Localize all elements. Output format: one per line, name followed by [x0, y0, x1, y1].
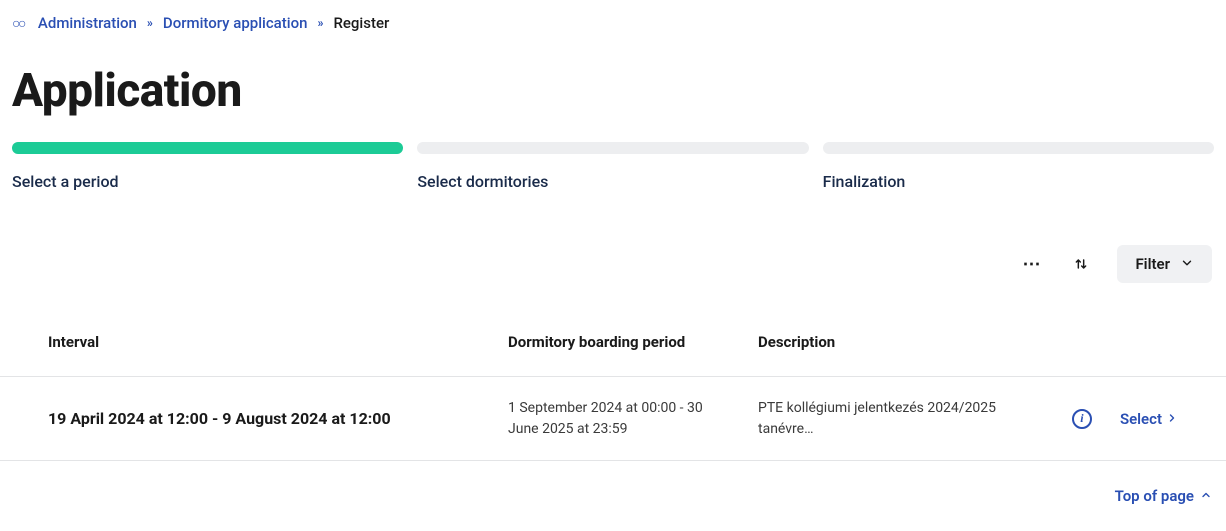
- breadcrumb-link-administration[interactable]: Administration: [38, 14, 137, 32]
- chevron-up-icon: [1200, 487, 1212, 505]
- stepper: Select a period Select dormitories Final…: [0, 142, 1226, 191]
- filter-label: Filter: [1135, 255, 1170, 273]
- cell-boarding-period: 1 September 2024 at 00:00 - 30 June 2025…: [508, 398, 758, 439]
- chevron-down-icon: [1180, 256, 1194, 273]
- step-select-dormitories[interactable]: Select dormitories: [417, 142, 808, 191]
- select-label: Select: [1120, 410, 1162, 428]
- step-label: Select dormitories: [417, 172, 808, 191]
- info-icon[interactable]: i: [1072, 409, 1092, 429]
- step-finalization[interactable]: Finalization: [823, 142, 1214, 191]
- table-header: Interval Dormitory boarding period Descr…: [0, 307, 1226, 377]
- step-bar: [823, 142, 1214, 154]
- breadcrumb-link-dormitory-application[interactable]: Dormitory application: [163, 14, 308, 32]
- column-description: Description: [758, 333, 1068, 351]
- breadcrumb: ○○ Administration » Dormitory applicatio…: [0, 0, 1226, 32]
- step-label: Select a period: [12, 172, 403, 191]
- sort-arrows-icon[interactable]: [1067, 250, 1095, 278]
- cell-interval: 19 April 2024 at 12:00 - 9 August 2024 a…: [48, 409, 508, 428]
- filter-button[interactable]: Filter: [1117, 245, 1212, 283]
- step-bar: [417, 142, 808, 154]
- step-label: Finalization: [823, 172, 1214, 191]
- page-title: Application: [0, 32, 1226, 142]
- column-interval: Interval: [48, 333, 508, 351]
- cell-description: PTE kollégiumi jelentkezés 2024/2025 tan…: [758, 398, 1068, 439]
- top-label: Top of page: [1115, 487, 1194, 505]
- more-horizontal-icon[interactable]: ⋯: [1017, 250, 1045, 278]
- periods-table: Interval Dormitory boarding period Descr…: [0, 307, 1226, 461]
- column-boarding-period: Dormitory boarding period: [508, 333, 758, 351]
- step-select-period[interactable]: Select a period: [12, 142, 403, 191]
- breadcrumb-current: Register: [333, 14, 389, 32]
- row-actions: i Select: [1068, 409, 1178, 429]
- chevron-right-icon: [1166, 410, 1178, 428]
- table-row: 19 April 2024 at 12:00 - 9 August 2024 a…: [0, 377, 1226, 461]
- chevron-right-icon: »: [147, 16, 153, 30]
- chevron-right-icon: »: [317, 16, 323, 30]
- toolbar: ⋯ Filter: [0, 191, 1226, 283]
- logo-icon: ○○: [12, 15, 24, 32]
- top-of-page-link[interactable]: Top of page: [1115, 487, 1212, 505]
- select-button[interactable]: Select: [1120, 410, 1178, 428]
- step-bar: [12, 142, 403, 154]
